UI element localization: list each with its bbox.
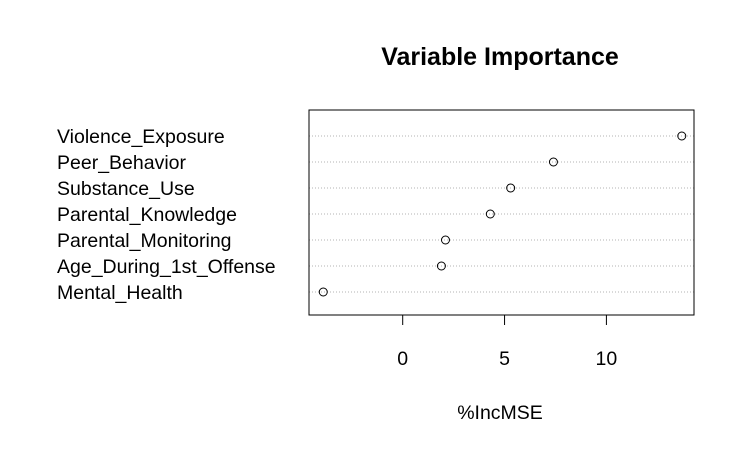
category-label: Parental_Monitoring — [57, 230, 232, 252]
data-point — [506, 183, 516, 193]
x-tick-label: 10 — [596, 348, 618, 370]
chart-title: Variable Importance — [381, 43, 619, 71]
data-point — [677, 131, 687, 141]
category-label: Mental_Health — [57, 282, 183, 304]
category-label: Violence_Exposure — [57, 126, 225, 148]
x-tick-label: 0 — [397, 348, 408, 370]
x-tick-label: 5 — [499, 348, 510, 370]
x-axis: 0 5 10 — [397, 314, 618, 370]
category-labels: Violence_Exposure Peer_Behavior Substance_… — [57, 126, 276, 304]
data-points — [318, 131, 687, 297]
data-point — [440, 235, 450, 245]
category-label: Peer_Behavior — [57, 152, 187, 174]
x-axis-title: %IncMSE — [457, 402, 543, 424]
plot-area-box — [308, 109, 695, 316]
category-label: Parental_Knowledge — [57, 204, 237, 226]
data-point — [436, 261, 446, 271]
data-point — [318, 287, 328, 297]
gridlines — [309, 135, 694, 293]
category-label: Age_During_1st_Offense — [57, 256, 276, 278]
category-label: Substance_Use — [57, 178, 195, 200]
data-point — [548, 157, 558, 167]
data-point — [485, 209, 495, 219]
